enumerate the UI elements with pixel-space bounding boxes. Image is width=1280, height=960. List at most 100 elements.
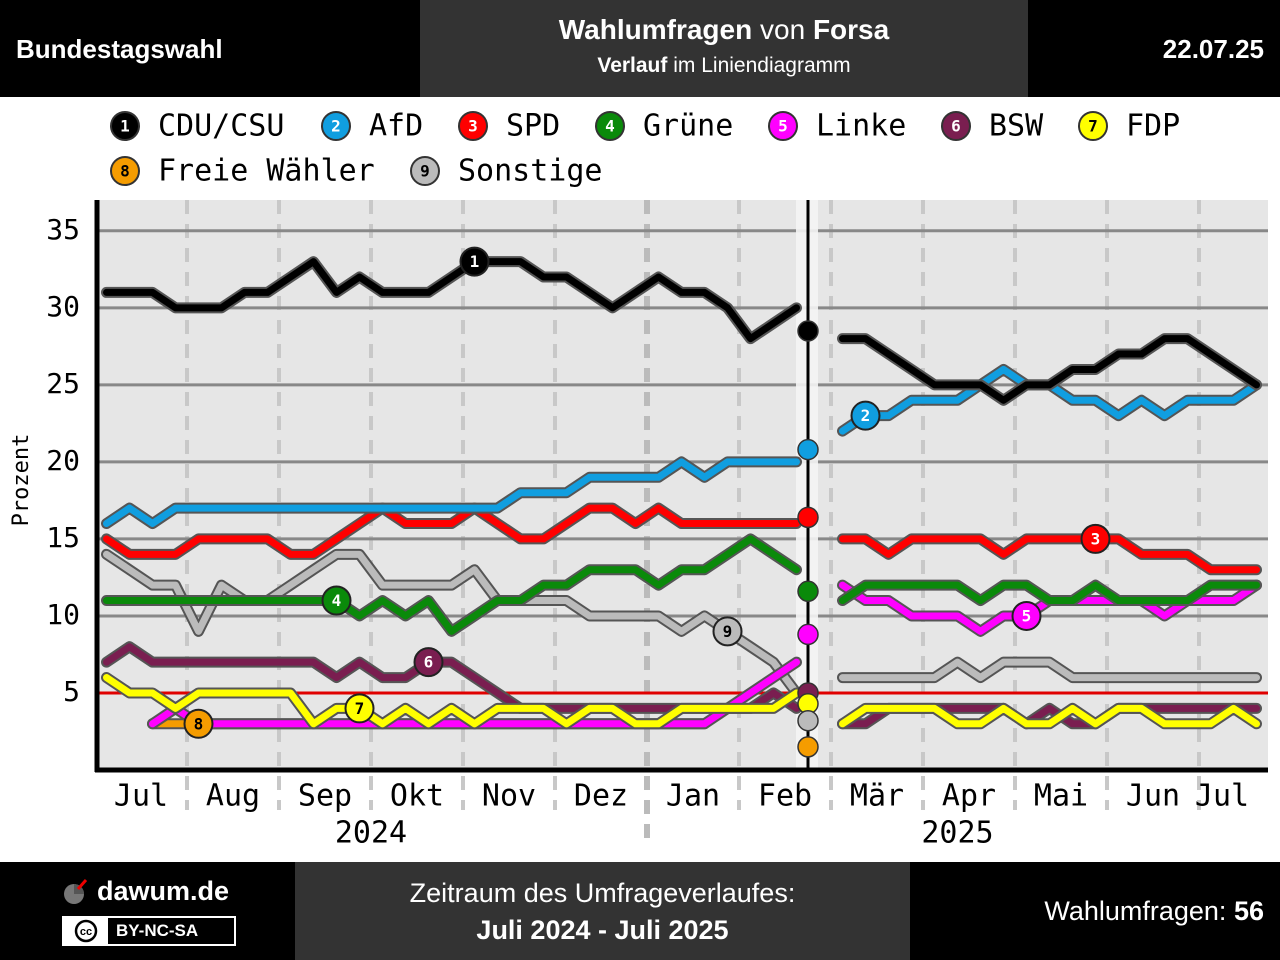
year-label: 2025: [921, 816, 993, 851]
footer-left: dawum.de cc BY-NC-SA: [0, 862, 295, 960]
legend-swatch: [110, 156, 140, 186]
cc-box: cc: [64, 918, 108, 944]
title-part: Forsa: [812, 14, 890, 45]
header-subtitle: Verlauf im Liniendiagramm: [420, 54, 1028, 78]
legend-number: 6: [951, 117, 961, 136]
header-right: 22.07.25: [1028, 0, 1280, 97]
legend-number: 8: [120, 162, 130, 181]
title-part: von: [760, 14, 806, 45]
legend-number: 7: [1088, 117, 1098, 136]
y-tick-label: 15: [46, 521, 80, 554]
site: dawum.de: [97, 876, 230, 906]
legend-number: 1: [120, 117, 130, 136]
year-label: 2024: [335, 816, 407, 851]
x-tick-label: Okt: [390, 779, 444, 814]
election-result: [797, 580, 819, 603]
date: 22.07.25: [1162, 34, 1264, 64]
legend-label: SPD: [506, 109, 560, 144]
series-marker-label: 5: [1022, 606, 1032, 625]
series-marker: [344, 693, 375, 724]
line: [103, 674, 1260, 728]
legend-number: 3: [468, 117, 478, 136]
election-result: [797, 709, 819, 732]
line: [103, 258, 1260, 404]
legend-label: BSW: [989, 109, 1044, 144]
subtitle-part: im Liniendiagramm: [673, 54, 851, 77]
y-tick-label: 5: [63, 675, 80, 708]
legend-label: CDU/CSU: [158, 109, 284, 144]
x-tick-label: Aug: [206, 779, 260, 814]
legend-swatch: [321, 111, 351, 141]
election-result: [797, 506, 819, 529]
series-marker-label: 4: [332, 591, 342, 610]
x-tick-label: Jul: [114, 779, 168, 814]
series-marker: [413, 647, 444, 678]
legend-label: Sonstige: [458, 154, 603, 189]
x-tick-label: Feb: [758, 779, 812, 814]
license-badge: cc BY-NC-SA: [62, 916, 236, 946]
legend-swatch: [941, 111, 971, 141]
y-tick-label: 10: [46, 598, 80, 631]
footer-center: Zeitraum des Umfrageverlaufes: Juli 2024…: [295, 862, 910, 960]
logo-icon: [64, 879, 88, 904]
line: [103, 535, 1260, 635]
legend-number: 5: [778, 117, 788, 136]
x-tick-label: Dez: [574, 779, 628, 814]
y-tick-label: 20: [46, 444, 80, 477]
legend-number: 4: [605, 117, 615, 136]
legend-swatch: [458, 111, 488, 141]
y-tick-label: 35: [46, 213, 80, 246]
legend-number: 2: [331, 117, 341, 136]
y-axis-label: Prozent: [9, 434, 34, 527]
line: [103, 504, 1260, 574]
legend-swatch: [410, 156, 440, 186]
legend-number: 9: [420, 162, 430, 181]
election-result: [797, 736, 819, 758]
x-tick-label: Nov: [482, 779, 536, 814]
license: BY-NC-SA: [116, 921, 199, 940]
subtitle-part: Verlauf: [597, 54, 668, 77]
legend-swatch: [768, 111, 798, 141]
series-marker: [321, 585, 352, 616]
legend-swatch: [595, 111, 625, 141]
x-tick-label: Mai: [1034, 779, 1088, 814]
legend-swatch: [1078, 111, 1108, 141]
series-marker: [1011, 600, 1042, 631]
count-label: Wahlumfragen:: [1044, 896, 1227, 926]
legend-label: Freie Wähler: [158, 154, 375, 189]
x-tick-label: Sep: [298, 779, 352, 814]
legend-swatch: [110, 111, 140, 141]
legend-label: Grüne: [643, 109, 733, 144]
svg-text:cc: cc: [80, 926, 92, 938]
series-marker-label: 2: [861, 406, 871, 425]
x-tick-label: Apr: [942, 779, 996, 814]
y-tick-label: 25: [46, 367, 80, 400]
period: Juli 2024 - Juli 2025: [476, 915, 729, 945]
cc-icon: cc: [74, 919, 98, 943]
y-tick-label: 30: [46, 290, 80, 323]
x-tick-label: Jan: [666, 779, 720, 814]
legend-label: FDP: [1126, 109, 1180, 144]
chart: 1 CDU/CSU 2 AfD 3 SPD 4 Grüne 5 Linke 6 BSW 7 FDP 8 Fre…: [9, 109, 1268, 851]
footer-right: Wahlumfragen: 56: [910, 862, 1280, 960]
legend-label: Linke: [816, 109, 906, 144]
header-left: Bundestagswahl: [0, 0, 420, 97]
x-tick-label: Jun: [1126, 779, 1180, 814]
series-marker: [1080, 523, 1111, 554]
title-part: Wahlumfragen: [558, 14, 753, 45]
series-marker-label: 8: [194, 714, 204, 733]
series-marker-label: 3: [1091, 529, 1101, 548]
header-center: Wahlumfragen von Forsa Verlauf im Linien…: [420, 0, 1028, 97]
period-label: Zeitraum des Umfrageverlaufes:: [409, 878, 796, 908]
series-marker: [459, 246, 490, 277]
series-marker: [850, 400, 881, 431]
series-marker: [183, 708, 214, 739]
series-marker-label: 6: [424, 653, 434, 672]
x-tick-label: Jul: [1195, 779, 1249, 814]
x-tick-label: Mär: [850, 779, 904, 814]
count: 56: [1233, 896, 1264, 926]
series-marker-label: 9: [723, 622, 733, 641]
election-result: [797, 320, 819, 342]
header-title: Wahlumfragen von Forsa: [420, 14, 1028, 46]
